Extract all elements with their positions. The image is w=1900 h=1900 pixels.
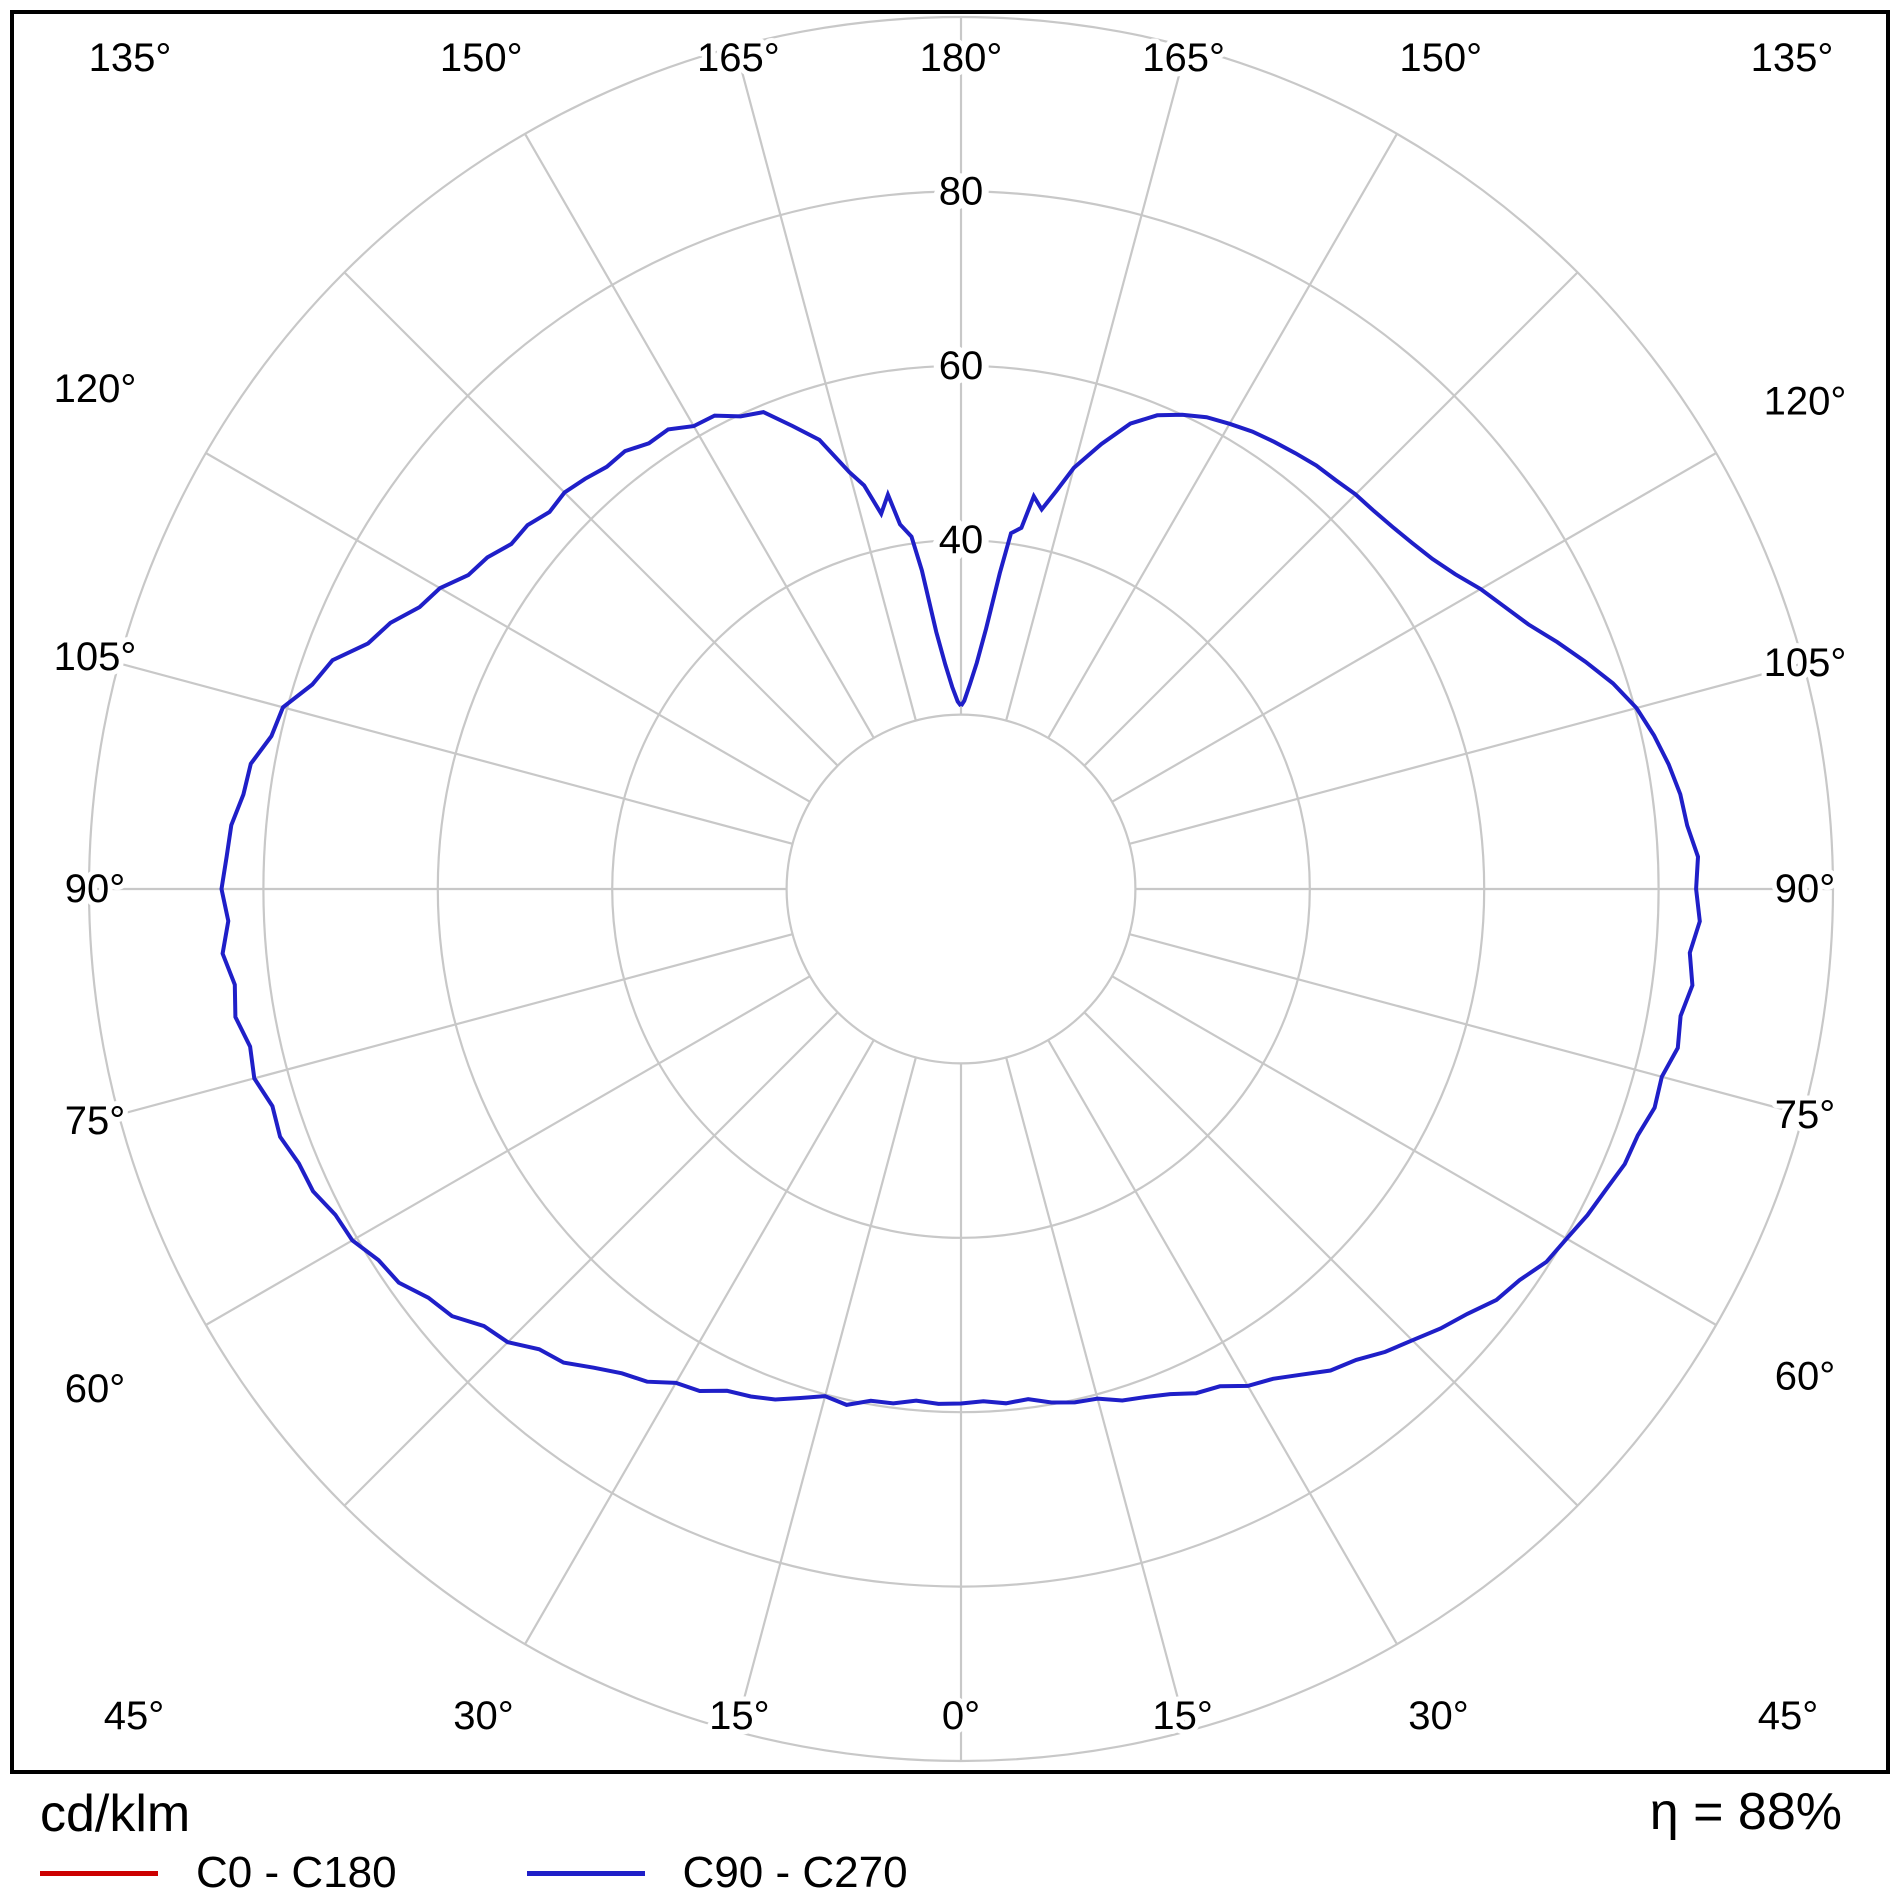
angle-label: 165° xyxy=(1142,36,1225,80)
angle-label: 60° xyxy=(1775,1354,1836,1398)
legend-item-c0-c180: C0 - C180 xyxy=(40,1848,397,1898)
angle-label: 180° xyxy=(920,36,1003,80)
footer: cd/klm η = 88% C0 - C180 C90 - C270 xyxy=(0,1778,1900,1900)
angle-label: 105° xyxy=(1764,641,1847,685)
angle-label: 15° xyxy=(1152,1694,1213,1738)
angle-label: 90° xyxy=(65,867,126,911)
radial-tick-label: 40 xyxy=(939,518,984,562)
angle-label: 45° xyxy=(104,1694,165,1738)
angle-labels: 0° 180° 15° 15° 30° 30° 45° 45° 60° 60° 75° 75° 90° 9… xyxy=(49,31,1852,1743)
angle-label: 60° xyxy=(65,1367,126,1411)
angle-label: 75° xyxy=(65,1099,126,1143)
angle-label: 150° xyxy=(440,36,523,80)
angle-label: 0° xyxy=(942,1694,980,1738)
angle-label: 75° xyxy=(1775,1093,1836,1137)
curve-c90-c270 xyxy=(219,410,1702,1407)
radial-unit-label: cd/klm xyxy=(40,1785,191,1843)
radial-tick-labels: 40 60 80 xyxy=(932,162,991,569)
angle-label: 15° xyxy=(709,1694,770,1738)
legend-label-c0-c180: C0 - C180 xyxy=(196,1848,397,1897)
legend-swatch-c0-c180 xyxy=(40,1870,158,1876)
angle-label: 30° xyxy=(453,1694,514,1738)
legend-swatch-c90-c270 xyxy=(526,1870,645,1876)
angle-label: 45° xyxy=(1758,1694,1819,1738)
radial-tick-label: 80 xyxy=(939,169,984,213)
plot-border xyxy=(10,10,1890,1774)
polar-chart-svg: 0° 180° 15° 15° 30° 30° 45° 45° 60° 60° 75° 75° 90° 9… xyxy=(10,10,1890,1774)
angle-label: 120° xyxy=(1764,380,1847,424)
angle-label: 135° xyxy=(89,36,172,80)
angle-label: 150° xyxy=(1399,36,1482,80)
angle-label: 120° xyxy=(54,367,137,411)
legend-item-c90-c270: C90 - C270 xyxy=(526,1848,908,1898)
angle-label: 135° xyxy=(1751,36,1834,80)
angle-label: 165° xyxy=(697,36,780,80)
angle-label: 90° xyxy=(1775,867,1836,911)
polar-grid xyxy=(87,15,1835,1763)
legend: C0 - C180 C90 - C270 xyxy=(40,1848,908,1898)
radial-tick-label: 60 xyxy=(939,344,984,388)
angle-label: 105° xyxy=(54,635,137,679)
angle-label: 30° xyxy=(1408,1694,1469,1738)
legend-label-c90-c270: C90 - C270 xyxy=(682,1848,908,1897)
efficiency-value: η = 88% xyxy=(1649,1783,1842,1841)
